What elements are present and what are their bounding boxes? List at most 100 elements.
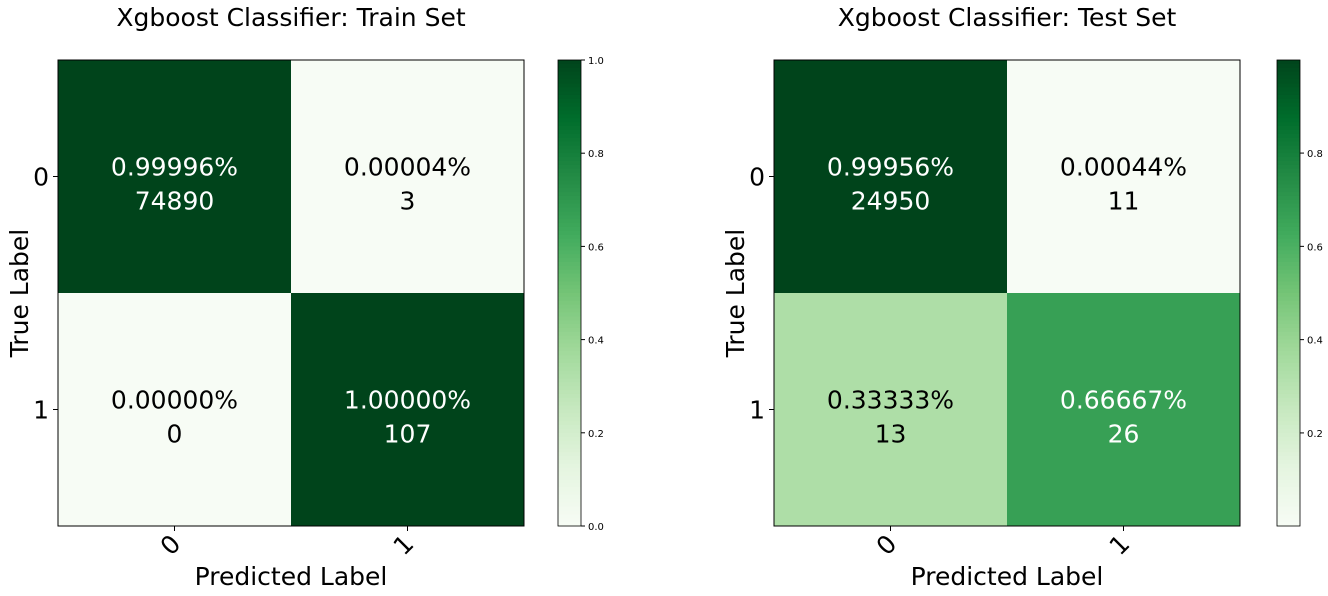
colorbar-segment <box>558 502 581 508</box>
colorbar-segment <box>1277 157 1300 162</box>
colorbar-segment <box>1277 456 1300 461</box>
colorbar-segment <box>558 300 581 306</box>
colorbar-segment <box>1277 324 1300 329</box>
colorbar-tick-label: 0.4 <box>1307 336 1323 347</box>
colorbar-segment <box>558 285 581 290</box>
colorbar-segment <box>558 98 581 104</box>
colorbar-segment <box>558 145 581 150</box>
colorbar-segment <box>1277 401 1300 407</box>
colorbar-segment <box>1277 106 1300 112</box>
colorbar-segment <box>1277 164 1300 170</box>
colorbar-segment <box>1277 459 1300 465</box>
colorbar-segment <box>558 413 581 418</box>
colorbar-segment <box>558 102 581 108</box>
colorbar-segment <box>1277 184 1300 189</box>
colorbar-segment <box>558 417 581 422</box>
colorbar-segment <box>1277 168 1300 174</box>
colorbar-segment <box>558 506 581 512</box>
colorbar-segment <box>1277 75 1300 81</box>
colorbar-segment <box>558 254 581 259</box>
cell-rate-label: 0.33333% <box>827 386 954 415</box>
colorbar-segment <box>1277 285 1300 290</box>
colorbar-segment <box>558 471 581 477</box>
colorbar-tick-label: 0.8 <box>1307 149 1323 160</box>
colorbar-tick-label: 0.2 <box>1307 429 1323 440</box>
colorbar-segment <box>1277 102 1300 108</box>
colorbar-segment <box>558 211 581 216</box>
colorbar-segment <box>1277 223 1300 228</box>
colorbar-segment <box>558 141 581 147</box>
colorbar-segment <box>558 401 581 407</box>
cell-rate-label: 1.00000% <box>344 386 471 415</box>
colorbar-segment <box>1277 133 1300 139</box>
colorbar-segment <box>1277 71 1300 77</box>
colorbar-segment <box>558 67 581 73</box>
cell-rate-label: 0.99956% <box>827 153 954 182</box>
colorbar-segment <box>558 296 581 302</box>
colorbar-segment <box>558 137 581 143</box>
colorbar-segment <box>558 448 581 453</box>
colorbar-segment <box>1277 203 1300 209</box>
colorbar-segment <box>558 250 581 255</box>
colorbar-segment <box>558 289 581 294</box>
colorbar-segment <box>1277 436 1300 442</box>
colorbar-segment <box>1277 242 1300 247</box>
colorbar-segment <box>1277 293 1300 298</box>
colorbar-segment <box>1277 211 1300 216</box>
colorbar-segment <box>1277 483 1300 488</box>
cell-count-label: 11 <box>1108 187 1140 216</box>
colorbar-segment <box>1277 510 1300 515</box>
x-tick-label: 0 <box>871 529 903 561</box>
colorbar-segment <box>1277 312 1300 317</box>
matrix-cell <box>774 60 1007 293</box>
colorbar-segment <box>1277 471 1300 477</box>
colorbar-segment <box>1277 195 1300 201</box>
colorbar-segment <box>558 129 581 135</box>
colorbar-segment <box>558 494 581 500</box>
colorbar-segment <box>558 75 581 81</box>
colorbar-segment <box>1277 269 1300 275</box>
colorbar-segment <box>558 498 581 504</box>
colorbar-segment <box>1277 351 1300 356</box>
colorbar-segment <box>558 331 581 337</box>
colorbar-segment <box>1277 432 1300 438</box>
colorbar-segment <box>558 405 581 411</box>
cell-count-label: 13 <box>875 420 907 449</box>
colorbar-segment <box>558 339 581 345</box>
colorbar-tick-label: 0.6 <box>1307 242 1323 253</box>
colorbar-segment <box>1277 94 1300 100</box>
colorbar-segment <box>558 160 581 166</box>
colorbar-segment <box>1277 141 1300 147</box>
colorbar-segment <box>558 456 581 461</box>
colorbar-tick-label: 0.0 <box>588 522 604 533</box>
colorbar-segment <box>1277 219 1300 224</box>
colorbar-segment <box>1277 296 1300 302</box>
colorbar-segment <box>1277 230 1300 236</box>
colorbar-segment <box>1277 409 1300 414</box>
colorbar-segment <box>558 114 581 119</box>
colorbar-segment <box>1277 428 1300 434</box>
colorbar-segment <box>558 195 581 201</box>
colorbar-segment <box>1277 160 1300 166</box>
colorbar-segment <box>558 83 581 88</box>
cell-rate-label: 0.00004% <box>344 153 471 182</box>
colorbar-segment <box>558 207 581 213</box>
colorbar-segment <box>1277 320 1300 325</box>
colorbar-tick-label: 1.0 <box>588 56 604 67</box>
colorbar-segment <box>558 126 581 131</box>
colorbar-segment <box>1277 281 1300 286</box>
cell-count-label: 26 <box>1108 420 1140 449</box>
colorbar-segment <box>558 71 581 77</box>
colorbar-segment <box>1277 444 1300 449</box>
colorbar-segment <box>1277 327 1300 333</box>
colorbar-segment <box>558 153 581 158</box>
colorbar-segment <box>558 510 581 515</box>
colorbar-segment <box>558 351 581 356</box>
colorbar-segment <box>1277 491 1300 496</box>
colorbar-segment <box>558 386 581 391</box>
colorbar-segment <box>558 316 581 321</box>
colorbar-segment <box>558 281 581 286</box>
colorbar-segment <box>1277 254 1300 259</box>
colorbar-segment <box>1277 421 1300 426</box>
colorbar-segment <box>1277 215 1300 220</box>
